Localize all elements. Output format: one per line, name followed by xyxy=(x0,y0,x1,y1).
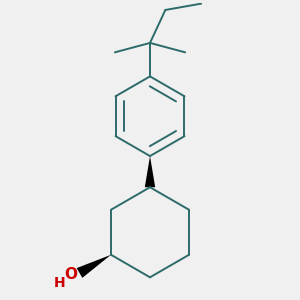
Polygon shape xyxy=(145,156,155,187)
Polygon shape xyxy=(77,255,111,278)
Text: O: O xyxy=(64,267,77,282)
Text: H: H xyxy=(54,276,65,290)
